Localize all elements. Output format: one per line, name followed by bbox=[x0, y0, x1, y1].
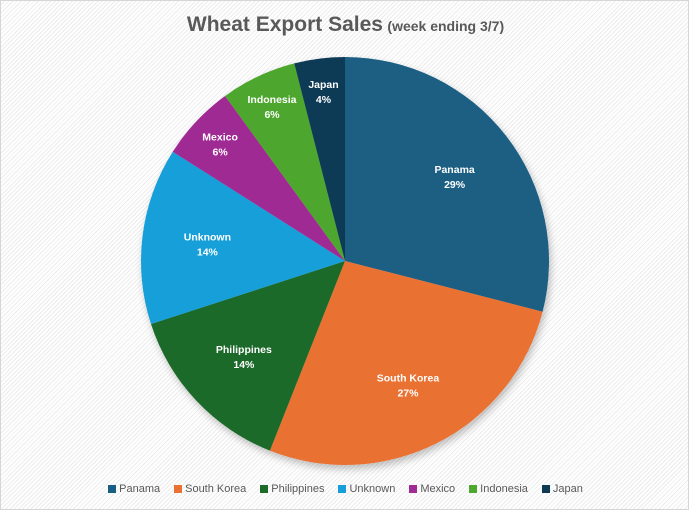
legend-label: Mexico bbox=[420, 483, 456, 495]
legend-label: Indonesia bbox=[480, 483, 528, 495]
pie-slices bbox=[141, 57, 549, 465]
slice-label-category: Indonesia bbox=[248, 94, 297, 106]
legend-item-south-korea[interactable]: South Korea bbox=[174, 483, 246, 495]
pie-slice-japan[interactable] bbox=[294, 57, 345, 261]
legend-swatch bbox=[469, 485, 478, 493]
pie-slice-panama[interactable] bbox=[345, 57, 549, 312]
legend-swatch bbox=[338, 485, 347, 493]
pie-slice-unknown[interactable] bbox=[141, 151, 345, 325]
legend-label: South Korea bbox=[185, 483, 247, 495]
legend-item-mexico[interactable]: Mexico bbox=[409, 483, 455, 495]
pie-slice-mexico[interactable] bbox=[172, 95, 345, 261]
slice-label-category: Philippines bbox=[216, 344, 272, 356]
legend-label: Panama bbox=[119, 483, 161, 495]
slice-label-category: South Korea bbox=[377, 373, 440, 385]
chart-title-subtitle: (week ending 3/7) bbox=[387, 18, 505, 34]
chart-title: Wheat Export Sales (week ending 3/7) bbox=[1, 13, 689, 37]
slice-label-category: Unknown bbox=[184, 232, 231, 244]
chart-title-main: Wheat Export Sales bbox=[186, 13, 383, 36]
slice-label-percent: 14% bbox=[233, 359, 255, 371]
slice-label-category: Japan bbox=[308, 79, 338, 91]
legend-swatch bbox=[174, 485, 183, 493]
pie-slice-south-korea[interactable] bbox=[269, 261, 543, 465]
slice-label-percent: 4% bbox=[316, 94, 332, 106]
slice-label-category: Panama bbox=[434, 164, 474, 176]
slice-label-percent: 6% bbox=[212, 147, 228, 159]
pie-labels: Panama 29% South Korea 27% Philippines 14% Unk… bbox=[184, 79, 475, 400]
pie-slice-philippines[interactable] bbox=[150, 261, 345, 451]
slice-label-percent: 6% bbox=[264, 109, 280, 121]
pie-slice-indonesia[interactable] bbox=[225, 63, 345, 262]
slice-label-percent: 14% bbox=[197, 247, 219, 259]
legend-label: Unknown bbox=[349, 483, 396, 495]
legend-item-philippines[interactable]: Philippines bbox=[260, 483, 324, 495]
legend-swatch bbox=[260, 485, 269, 493]
legend-item-panama[interactable]: Panama bbox=[108, 483, 160, 495]
slice-label-percent: 29% bbox=[444, 179, 466, 191]
legend-label: Japan bbox=[552, 483, 583, 495]
legend-item-unknown[interactable]: Unknown bbox=[338, 483, 395, 495]
legend-swatch bbox=[409, 485, 418, 493]
legend-swatch bbox=[108, 485, 117, 493]
legend-swatch bbox=[541, 485, 550, 493]
legend-item-japan[interactable]: Japan bbox=[541, 483, 583, 495]
slice-label-percent: 27% bbox=[397, 388, 419, 400]
slice-label-category: Mexico bbox=[202, 132, 238, 144]
legend-label: Philippines bbox=[271, 483, 325, 495]
legend: Panama South Korea Philippines Unknown M… bbox=[1, 483, 689, 495]
legend-item-indonesia[interactable]: Indonesia bbox=[469, 483, 528, 495]
